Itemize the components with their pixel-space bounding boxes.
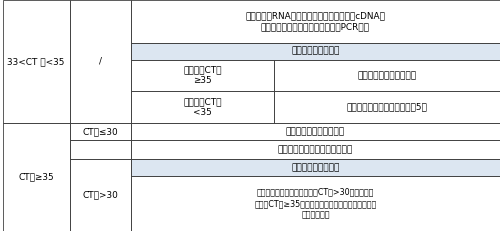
Bar xyxy=(131,43,500,60)
Text: 用已提取的RNA重新进行逆转录后，得到的cDNA直
接对相应可疑反应管和内参管进行PCR检测: 用已提取的RNA重新进行逆转录后，得到的cDNA直 接对相应可疑反应管和内参管进… xyxy=(246,11,386,32)
Bar xyxy=(131,159,500,176)
Bar xyxy=(274,91,500,123)
Text: 加大标本量重新进行抽提后检测: 加大标本量重新进行抽提后检测 xyxy=(278,145,353,154)
Bar xyxy=(70,159,131,231)
Bar xyxy=(2,123,70,231)
Bar xyxy=(131,43,500,60)
Bar xyxy=(131,159,500,176)
Bar xyxy=(274,60,500,91)
Bar xyxy=(131,0,500,43)
Text: /: / xyxy=(99,57,102,66)
Bar xyxy=(70,140,131,159)
Text: 重新进行检测后，若样本内参CT值>30且反应液融
合基因CT值≥35判定该样本为无效；反之，按上述判
定标准判定。: 重新进行检测后，若样本内参CT值>30且反应液融 合基因CT值≥35判定该样本为… xyxy=(254,188,376,219)
Text: 重新进行检测后判定: 重新进行检测后判定 xyxy=(292,163,340,172)
Bar xyxy=(131,91,274,123)
Text: 33<CT 值<35: 33<CT 值<35 xyxy=(8,57,65,66)
Bar xyxy=(131,123,500,140)
Text: 重新进行检测后判定: 重新进行检测后判定 xyxy=(292,47,340,56)
Text: 阳性（具体相关融合基因见表5）: 阳性（具体相关融合基因见表5） xyxy=(346,103,428,112)
Text: 阴性或低于最低检出极限: 阴性或低于最低检出极限 xyxy=(286,127,345,136)
Text: CT值≤30: CT值≤30 xyxy=(82,127,118,136)
Bar xyxy=(131,176,500,231)
Text: 阴性或低于最低检出极限: 阴性或低于最低检出极限 xyxy=(358,71,416,80)
Bar xyxy=(2,0,70,123)
Text: CT值>30: CT值>30 xyxy=(82,190,118,199)
Text: CT值≥35: CT值≥35 xyxy=(18,172,54,181)
Bar xyxy=(70,0,131,123)
Text: 融合基因CT值
≥35: 融合基因CT值 ≥35 xyxy=(183,65,222,85)
Bar xyxy=(70,123,131,140)
Text: 融合基因CT值
<35: 融合基因CT值 <35 xyxy=(183,97,222,117)
Bar xyxy=(131,140,500,159)
Bar xyxy=(131,60,274,91)
